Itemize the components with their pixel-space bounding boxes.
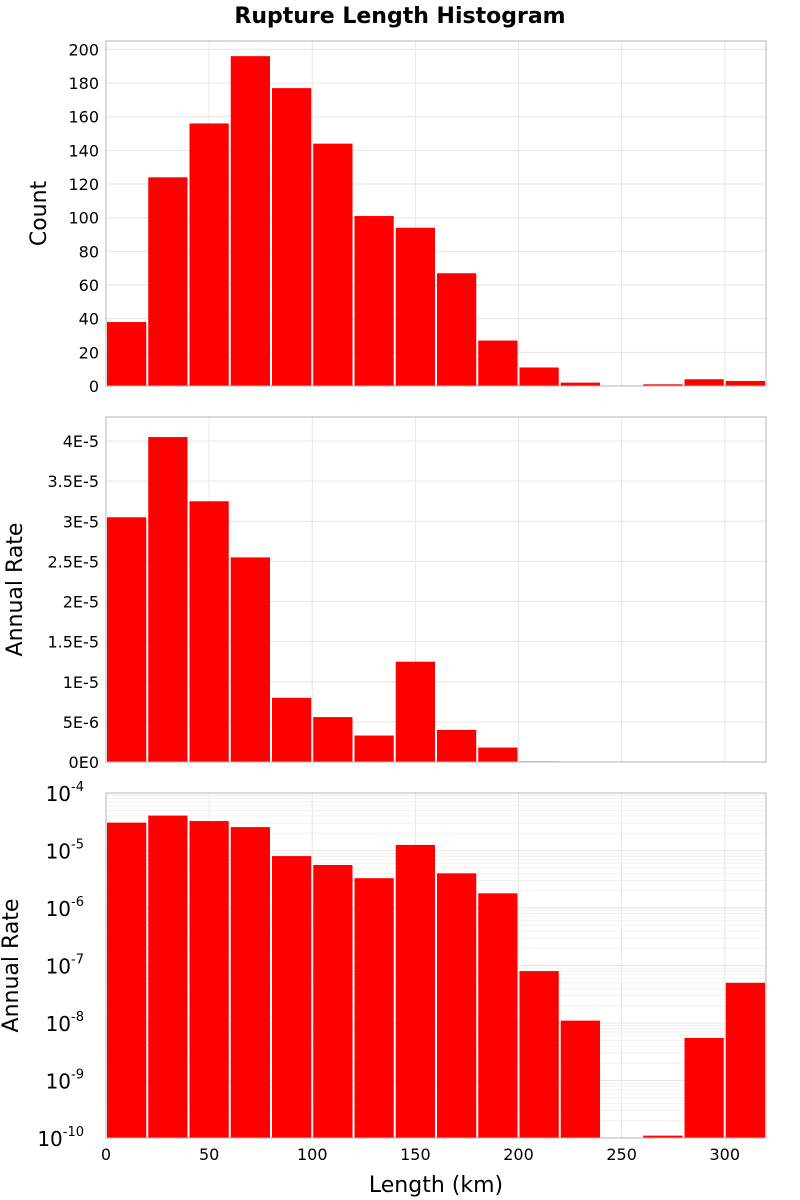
x-tick-label: 250 [606, 1145, 637, 1164]
x-axis-label: Length (km) [369, 1173, 503, 1198]
y-tick-label: 10-6 [46, 895, 84, 921]
bar-count-10 [519, 367, 559, 386]
plot-frame [105, 40, 767, 387]
y-tick-label: 60 [79, 276, 99, 295]
y-tick-label: 2.5E-5 [47, 552, 99, 571]
bar-annual-rate-log-5 [313, 864, 353, 1138]
bar-annual-rate-linear-7 [395, 661, 435, 762]
y-tick-label: 2E-5 [63, 593, 99, 612]
y-tick-label: 0 [89, 377, 99, 396]
x-tick-label: 150 [400, 1145, 431, 1164]
bar-count-9 [478, 340, 518, 386]
bar-annual-rate-log-11 [560, 1020, 600, 1138]
bar-count-8 [437, 273, 477, 386]
bar-count-0 [107, 322, 147, 386]
bar-annual-rate-linear-8 [437, 729, 477, 762]
panel-count: 0 20 40 60 80 100 120 140 160 180 200 Count [27, 40, 767, 396]
y-tick-label: 100 [68, 209, 99, 228]
bar-annual-rate-log-3 [230, 827, 270, 1138]
y-tick-label: 180 [68, 74, 99, 93]
bar-annual-rate-log-9 [478, 893, 518, 1138]
plot-frame [105, 792, 767, 1139]
x-tick-label: 0 [101, 1145, 111, 1164]
y-tick-label: 200 [68, 40, 99, 59]
bar-annual-rate-linear-0 [107, 517, 147, 762]
bar-count-6 [354, 216, 394, 386]
bar-annual-rate-linear-4 [272, 697, 312, 762]
bar-annual-rate-log-8 [437, 873, 477, 1138]
y-tick-label: 140 [68, 141, 99, 160]
y-tick-label: 160 [68, 108, 99, 127]
panel-annual-rate-log: 10-10 10-9 10-8 10-7 10-6 10-5 10-4 Annual Rate… [0, 780, 767, 1164]
y-tick-label: 10-7 [46, 953, 84, 979]
bar-count-1 [148, 177, 188, 386]
bar-annual-rate-log-0 [107, 822, 147, 1138]
y-tick-label: 10-5 [46, 838, 84, 864]
bar-annual-rate-log-13 [643, 1135, 683, 1138]
x-tick-label: 50 [199, 1145, 219, 1164]
bar-annual-rate-linear-6 [354, 735, 394, 762]
bar-count-3 [230, 56, 270, 387]
panel-annual-rate-linear: 0E0 5E-6 1E-5 1.5E-5 2E-5 2.5E-5 3E-5 3.5E-5 4E-… [3, 416, 767, 772]
bar-count-11 [560, 382, 600, 386]
plot-frame [105, 416, 767, 763]
y-tick-label: 120 [68, 175, 99, 194]
x-tick-label: 200 [503, 1145, 534, 1164]
bar-count-14 [684, 379, 724, 386]
bar-count-15 [725, 380, 765, 386]
x-tick-label: 300 [709, 1145, 740, 1164]
y-tick-label: 10-8 [46, 1010, 84, 1036]
bar-annual-rate-linear-5 [313, 717, 353, 762]
chart-panels: 0 20 40 60 80 100 120 140 160 180 200 Count 0E0 5E-6 1… [0, 40, 767, 1164]
y-tick-label: 10-9 [46, 1068, 84, 1094]
y-axis-label: Count [27, 180, 52, 246]
bar-annual-rate-log-10 [519, 971, 559, 1138]
bar-annual-rate-linear-1 [148, 437, 188, 762]
bar-annual-rate-log-1 [148, 815, 188, 1138]
bar-count-7 [395, 227, 435, 386]
y-tick-label: 0E0 [69, 753, 99, 772]
chart-title: Rupture Length Histogram [234, 4, 565, 29]
bar-annual-rate-log-15 [725, 982, 765, 1138]
bar-annual-rate-log-7 [395, 844, 435, 1138]
y-tick-label: 80 [79, 242, 99, 261]
y-axis-label: Annual Rate [0, 899, 24, 1033]
y-tick-label: 5E-6 [63, 713, 99, 732]
bar-annual-rate-linear-3 [230, 557, 270, 762]
bar-annual-rate-log-4 [272, 856, 312, 1138]
bar-annual-rate-linear-2 [189, 501, 229, 762]
bar-count-5 [313, 143, 353, 386]
y-axis-label: Annual Rate [3, 523, 28, 657]
y-tick-label: 3E-5 [63, 512, 99, 531]
bar-count-4 [272, 88, 312, 386]
bar-count-2 [189, 123, 229, 387]
y-tick-label: 1E-5 [63, 673, 99, 692]
y-tick-label: 10-10 [37, 1125, 84, 1151]
bar-annual-rate-log-6 [354, 878, 394, 1138]
y-tick-label: 10-4 [46, 780, 84, 806]
y-tick-label: 4E-5 [63, 432, 99, 451]
y-tick-label: 3.5E-5 [47, 472, 99, 491]
y-tick-label: 40 [79, 310, 99, 329]
y-tick-label: 20 [79, 343, 99, 362]
bar-annual-rate-log-2 [189, 821, 229, 1138]
bar-annual-rate-linear-9 [478, 747, 518, 762]
bar-annual-rate-log-14 [684, 1037, 724, 1138]
x-tick-label: 100 [297, 1145, 328, 1164]
bar-count-13 [643, 384, 683, 386]
y-tick-label: 1.5E-5 [47, 633, 99, 652]
